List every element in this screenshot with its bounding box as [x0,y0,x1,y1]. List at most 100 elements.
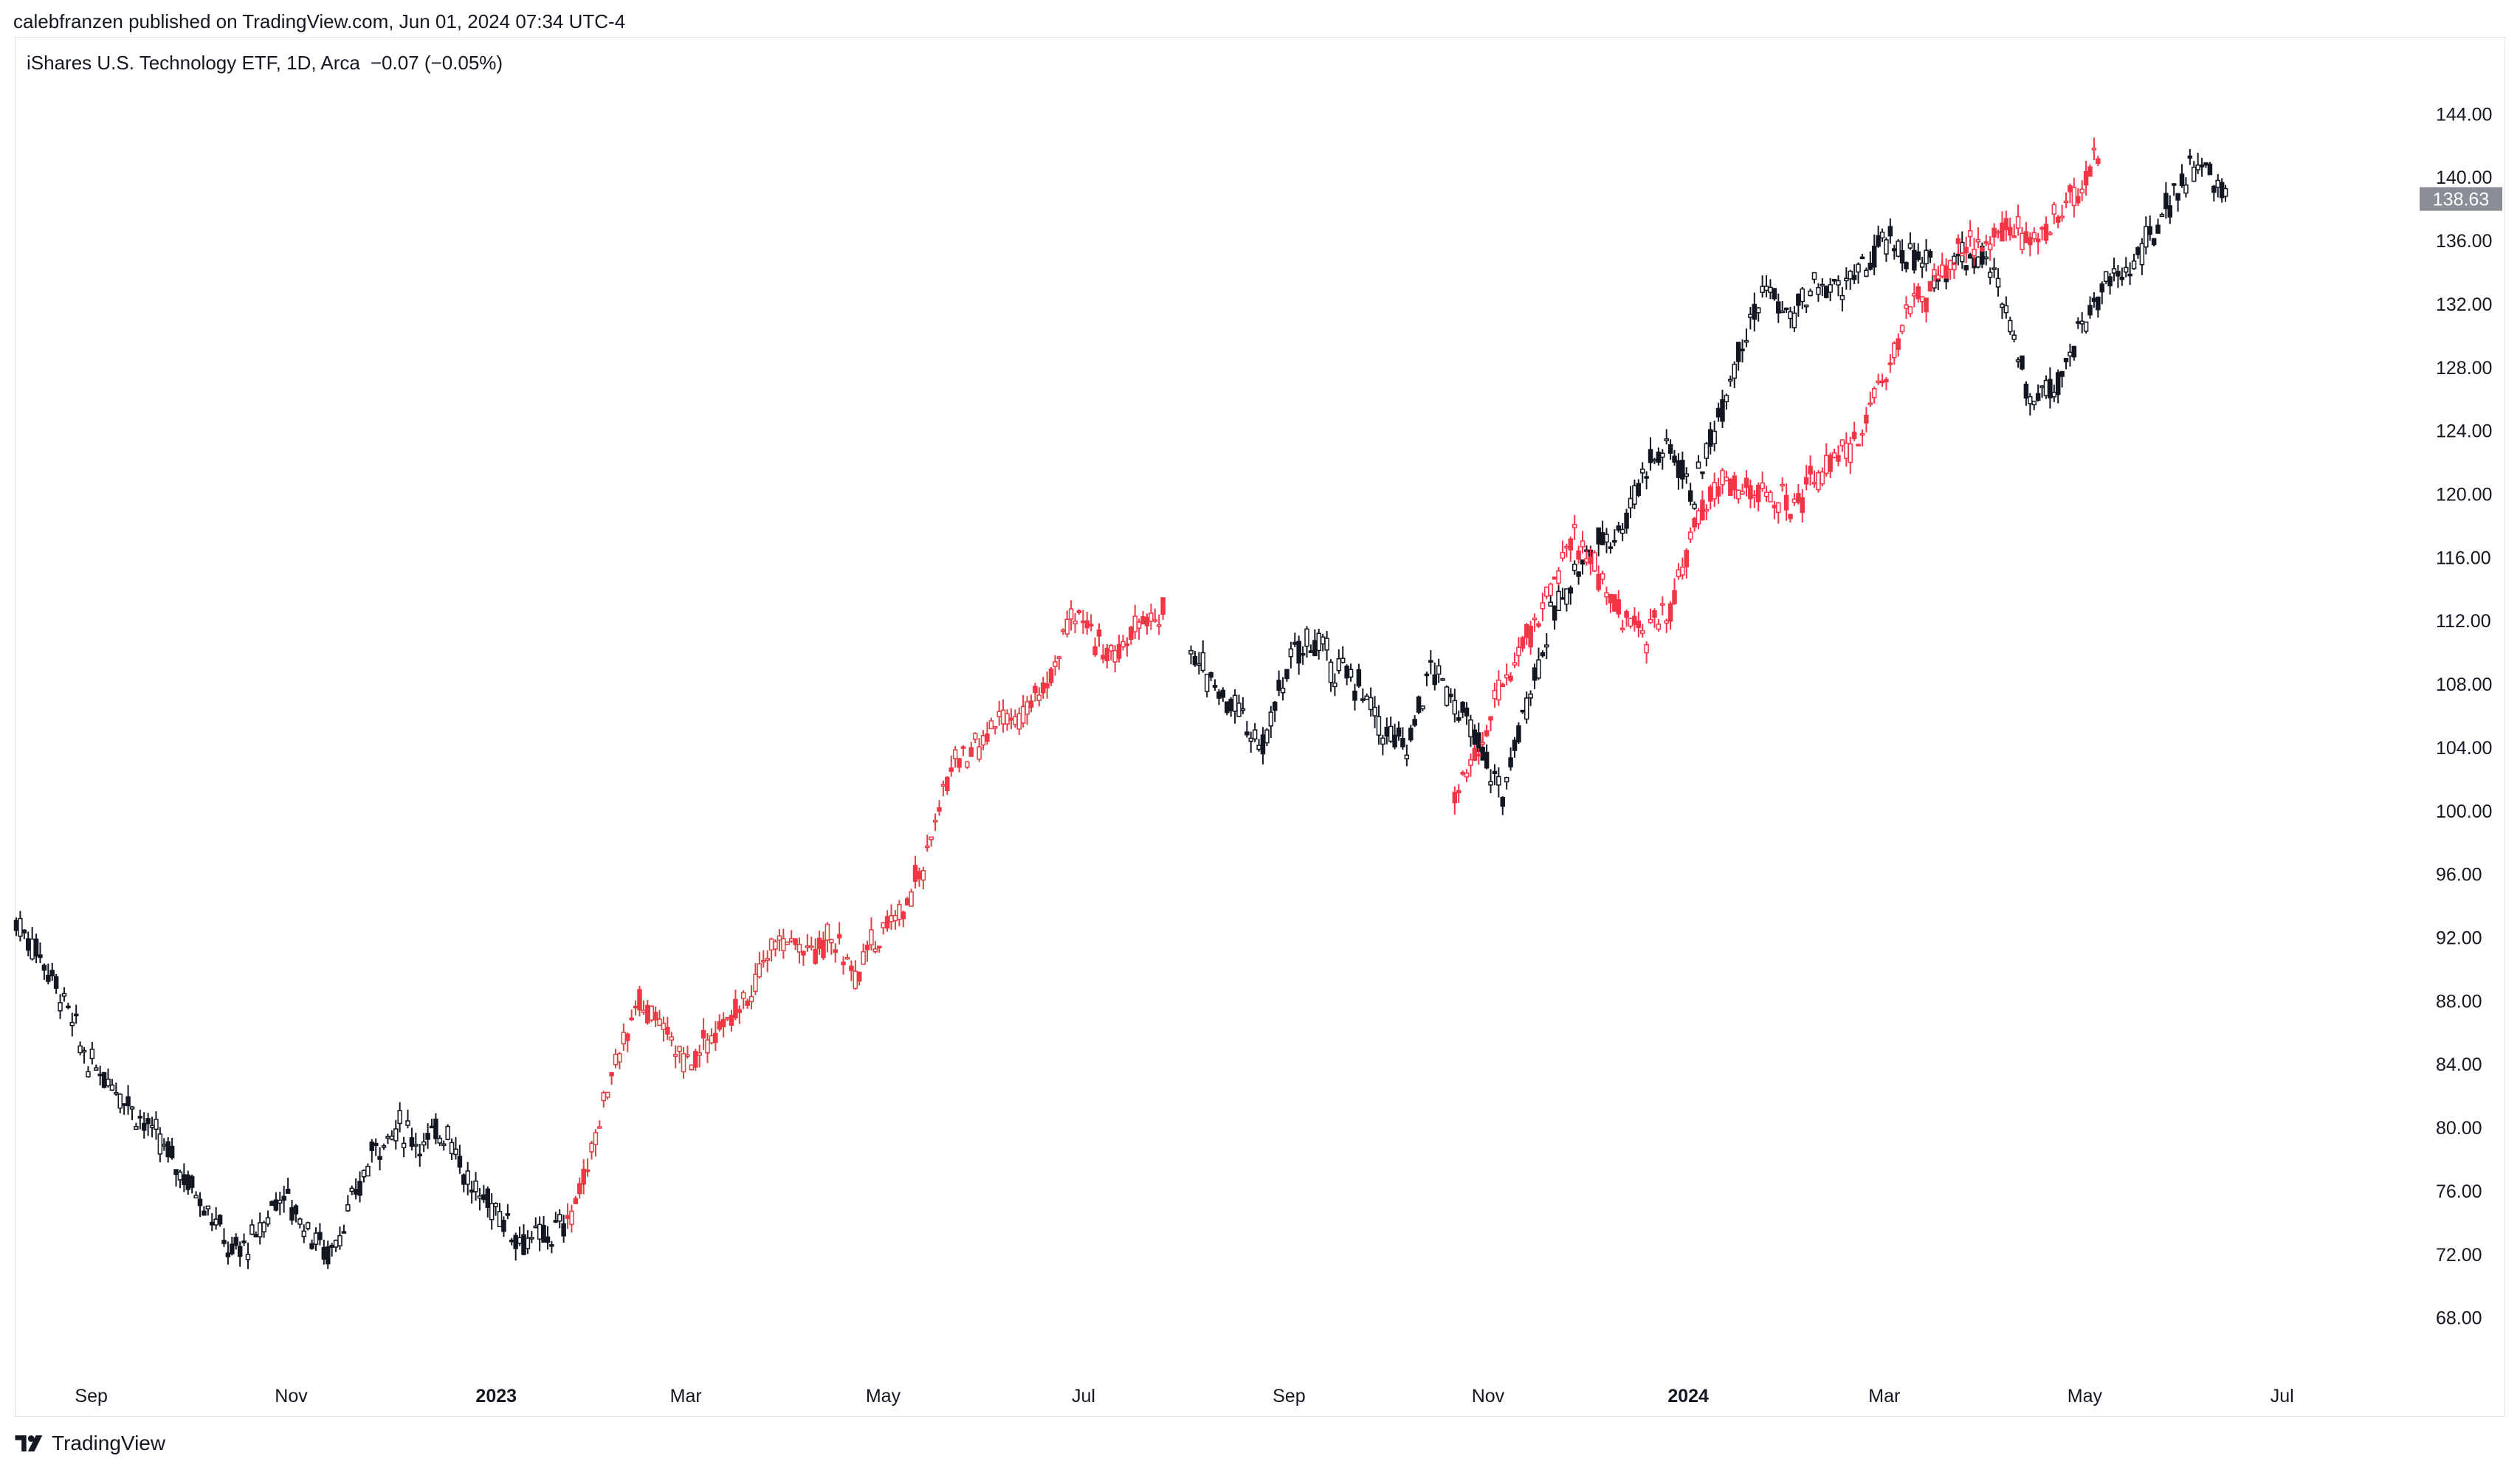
candle-body [1428,660,1433,663]
candle-body [1528,693,1533,699]
candle-body [1680,566,1685,576]
candle-body [157,1133,163,1155]
candle-body [1204,673,1210,692]
candle-body [2003,218,2009,231]
candle-body [1960,252,1965,257]
candle-body [1504,776,1509,783]
candle-body [1864,269,1869,277]
candle-body [1476,753,1481,757]
candle-body [189,1176,195,1188]
candle-body [1983,241,1989,244]
candle-body [605,1091,610,1098]
candle-body [493,1203,498,1207]
candle-body [1856,443,1861,446]
candle-body [1124,643,1130,646]
candle-body [833,949,838,953]
candle-body [761,959,766,963]
candle-body [1867,263,1873,270]
candle-body [1912,249,1917,271]
candle-body [929,836,934,840]
candle-body [725,1016,730,1020]
candle-body [705,1039,710,1054]
candle-body [341,1231,347,1234]
candle-body [1468,719,1473,738]
candle-body [1947,260,1953,270]
candle-body [1400,738,1405,748]
candle-body [1536,623,1541,627]
candle-body [169,1145,175,1159]
candle-body [1484,751,1490,769]
candle-body [1692,517,1697,528]
candle-body [213,1218,218,1226]
candle-body [278,1199,283,1204]
candle-body [1560,551,1566,559]
y-tick-label: 120.00 [2436,485,2492,505]
candle-body [1831,278,1837,282]
candle-body [945,776,950,792]
candle-body [1676,569,1681,578]
candle-body [269,1201,275,1207]
candle-body [1763,286,1769,291]
candle-body [1899,249,1905,263]
candle-body [1424,673,1430,677]
candle-body [1432,674,1437,686]
candle-body [1129,627,1134,640]
candle-body [1200,652,1206,672]
candle-body [1879,380,1885,384]
candle-body [2068,351,2073,357]
candle-body [1876,380,1881,384]
candle-body [573,1198,579,1204]
candle-body [2079,188,2084,194]
candle-body [485,1188,491,1208]
candle-body [2031,401,2037,406]
candle-body [653,1012,658,1021]
candle-body [2135,246,2141,255]
candle-body [1308,650,1314,653]
candle-body [1735,489,1741,500]
candle-body [1056,656,1062,659]
candle-body [2167,205,2173,218]
candle-body [1919,262,1925,268]
candle-body [2076,196,2081,204]
candle-body [980,735,986,746]
candle-body [1612,539,1617,543]
candle-body [109,1084,115,1091]
candle-body [529,1237,534,1240]
candle-body [1101,655,1106,660]
candle-body [1149,612,1154,622]
x-tick-label: 2024 [1667,1386,1709,1406]
candle-body [1392,734,1397,748]
candle-body [541,1225,546,1243]
candle-body [1053,661,1058,667]
symbol-title: iShares U.S. Technology ETF, 1D, Arca [27,52,360,74]
x-tick-label: Nov [275,1386,308,1406]
candle-body [757,963,762,978]
candle-body [1967,229,1973,238]
candle-body [1580,559,1586,565]
candle-body [1524,624,1529,638]
candle-body [257,1222,263,1238]
candle-body [165,1141,171,1158]
candle-body [1932,269,1937,277]
candle-body [1616,598,1621,615]
candle-body [1755,307,1761,314]
candle-body [1720,399,1725,422]
candle-body [1791,498,1797,503]
candle-body [1780,483,1785,487]
tradingview-brand[interactable]: TradingView [15,1432,165,1455]
candle-body [417,1153,422,1157]
candle-body [624,1033,630,1041]
candle-body [577,1183,582,1195]
candle-body [1464,707,1470,717]
candle-body [1740,348,1745,352]
candle-body [1380,737,1385,745]
candle-body [2091,148,2097,151]
candle-body [1844,277,1849,282]
candle-body [101,1071,107,1088]
candle-body [1296,641,1301,664]
candle-body [2035,393,2041,401]
candle-body [2131,260,2137,269]
candle-body [2179,173,2185,186]
last-price-label: 138.63 [2433,190,2489,210]
